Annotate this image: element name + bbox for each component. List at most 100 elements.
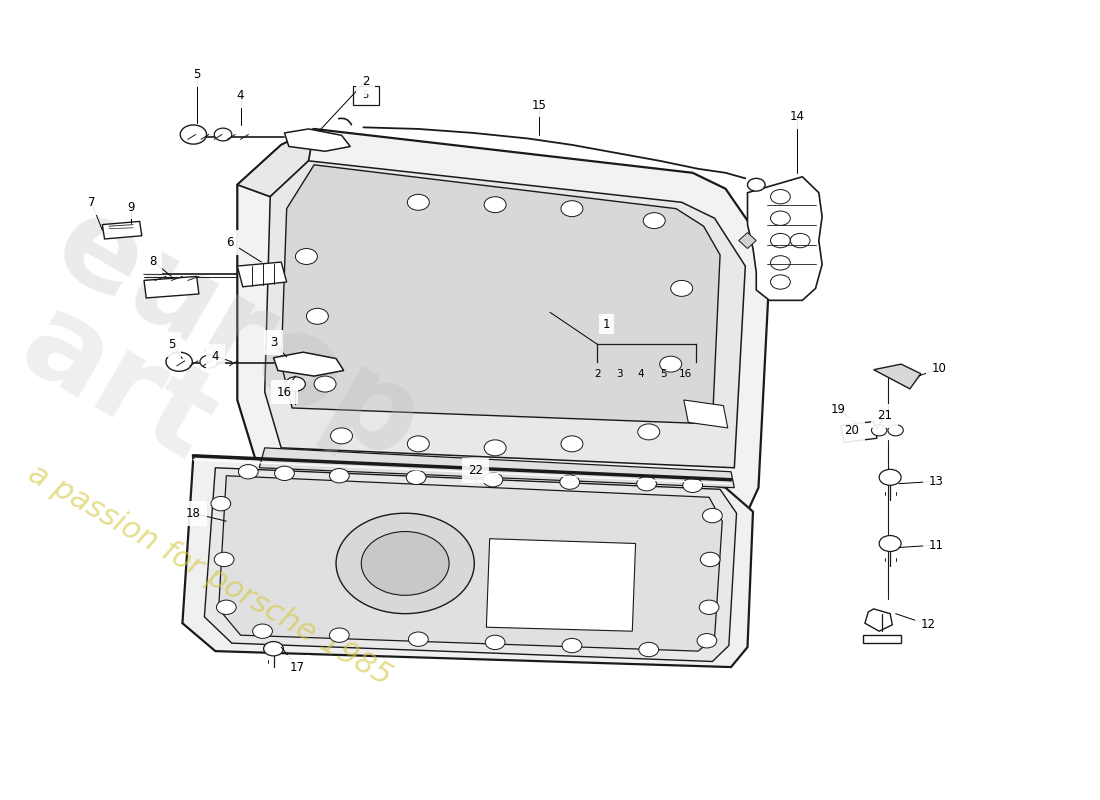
Circle shape xyxy=(703,509,723,522)
Text: 5: 5 xyxy=(192,68,200,82)
Text: 22: 22 xyxy=(468,464,483,477)
Text: 6: 6 xyxy=(226,236,233,249)
Circle shape xyxy=(307,308,329,324)
Circle shape xyxy=(484,197,506,213)
FancyBboxPatch shape xyxy=(352,86,378,105)
Text: 16: 16 xyxy=(277,386,292,398)
Polygon shape xyxy=(486,538,636,631)
Circle shape xyxy=(671,281,693,296)
Circle shape xyxy=(660,356,682,372)
Text: 4: 4 xyxy=(638,370,645,379)
Text: 2: 2 xyxy=(594,370,601,379)
Text: 19: 19 xyxy=(832,403,846,416)
Circle shape xyxy=(700,600,719,614)
Circle shape xyxy=(296,249,318,265)
Text: 2: 2 xyxy=(362,74,370,88)
Circle shape xyxy=(697,634,717,648)
Polygon shape xyxy=(260,448,735,488)
Circle shape xyxy=(286,377,306,391)
Circle shape xyxy=(561,201,583,217)
Polygon shape xyxy=(205,468,737,662)
Text: art: art xyxy=(1,283,234,485)
Polygon shape xyxy=(238,129,769,512)
Circle shape xyxy=(407,436,429,452)
Text: 11: 11 xyxy=(928,538,944,551)
Circle shape xyxy=(214,128,232,141)
Polygon shape xyxy=(684,400,728,428)
Circle shape xyxy=(180,125,207,144)
Polygon shape xyxy=(748,177,822,300)
Circle shape xyxy=(166,352,192,371)
Circle shape xyxy=(406,470,426,485)
Text: 16: 16 xyxy=(679,370,692,379)
Circle shape xyxy=(483,473,503,487)
Circle shape xyxy=(639,642,659,657)
Circle shape xyxy=(214,552,234,566)
Text: 10: 10 xyxy=(932,362,947,374)
Circle shape xyxy=(879,535,901,551)
Circle shape xyxy=(888,425,903,436)
Polygon shape xyxy=(873,364,921,389)
Circle shape xyxy=(701,552,721,566)
Text: 9: 9 xyxy=(128,201,134,214)
Polygon shape xyxy=(285,129,350,151)
Polygon shape xyxy=(219,476,723,651)
Text: 8: 8 xyxy=(150,254,156,268)
Circle shape xyxy=(239,465,258,479)
Polygon shape xyxy=(840,422,877,442)
Circle shape xyxy=(644,213,666,229)
Polygon shape xyxy=(865,609,892,631)
Polygon shape xyxy=(282,165,720,424)
Circle shape xyxy=(871,425,887,436)
Circle shape xyxy=(560,475,580,490)
Polygon shape xyxy=(238,129,315,197)
Polygon shape xyxy=(102,222,142,239)
Text: 4: 4 xyxy=(211,350,219,362)
Circle shape xyxy=(200,355,218,368)
Polygon shape xyxy=(274,352,343,376)
Circle shape xyxy=(561,436,583,452)
Circle shape xyxy=(217,600,236,614)
Text: europ: europ xyxy=(34,185,441,487)
Circle shape xyxy=(330,628,349,642)
Polygon shape xyxy=(739,233,757,249)
Text: 5: 5 xyxy=(660,370,667,379)
Text: 18: 18 xyxy=(186,506,201,520)
Circle shape xyxy=(408,632,428,646)
Circle shape xyxy=(770,256,790,270)
Circle shape xyxy=(637,477,657,491)
Circle shape xyxy=(770,275,790,289)
Text: 1: 1 xyxy=(603,318,611,330)
Text: 15: 15 xyxy=(531,98,547,111)
Text: 5: 5 xyxy=(168,338,175,350)
Text: 3: 3 xyxy=(616,370,623,379)
Text: 20: 20 xyxy=(845,424,859,437)
Circle shape xyxy=(683,478,703,493)
Circle shape xyxy=(562,638,582,653)
Polygon shape xyxy=(144,277,199,298)
Circle shape xyxy=(264,642,284,656)
Circle shape xyxy=(485,635,505,650)
Text: 7: 7 xyxy=(88,196,95,209)
Text: a passion for porsche 1985: a passion for porsche 1985 xyxy=(23,459,397,692)
Circle shape xyxy=(253,624,273,638)
Circle shape xyxy=(770,211,790,226)
Text: 14: 14 xyxy=(790,110,804,123)
Circle shape xyxy=(484,440,506,456)
Circle shape xyxy=(361,531,449,595)
Circle shape xyxy=(211,497,231,511)
Circle shape xyxy=(330,469,349,483)
Circle shape xyxy=(275,466,295,481)
Polygon shape xyxy=(183,456,754,667)
Text: 13: 13 xyxy=(928,475,944,488)
Circle shape xyxy=(638,424,660,440)
Circle shape xyxy=(407,194,429,210)
Text: 12: 12 xyxy=(921,618,936,631)
Polygon shape xyxy=(265,161,746,468)
Text: 4: 4 xyxy=(236,89,244,102)
Polygon shape xyxy=(238,262,287,286)
Circle shape xyxy=(770,190,790,204)
Text: 17: 17 xyxy=(290,661,305,674)
Text: 5: 5 xyxy=(363,90,368,100)
Polygon shape xyxy=(862,635,901,643)
